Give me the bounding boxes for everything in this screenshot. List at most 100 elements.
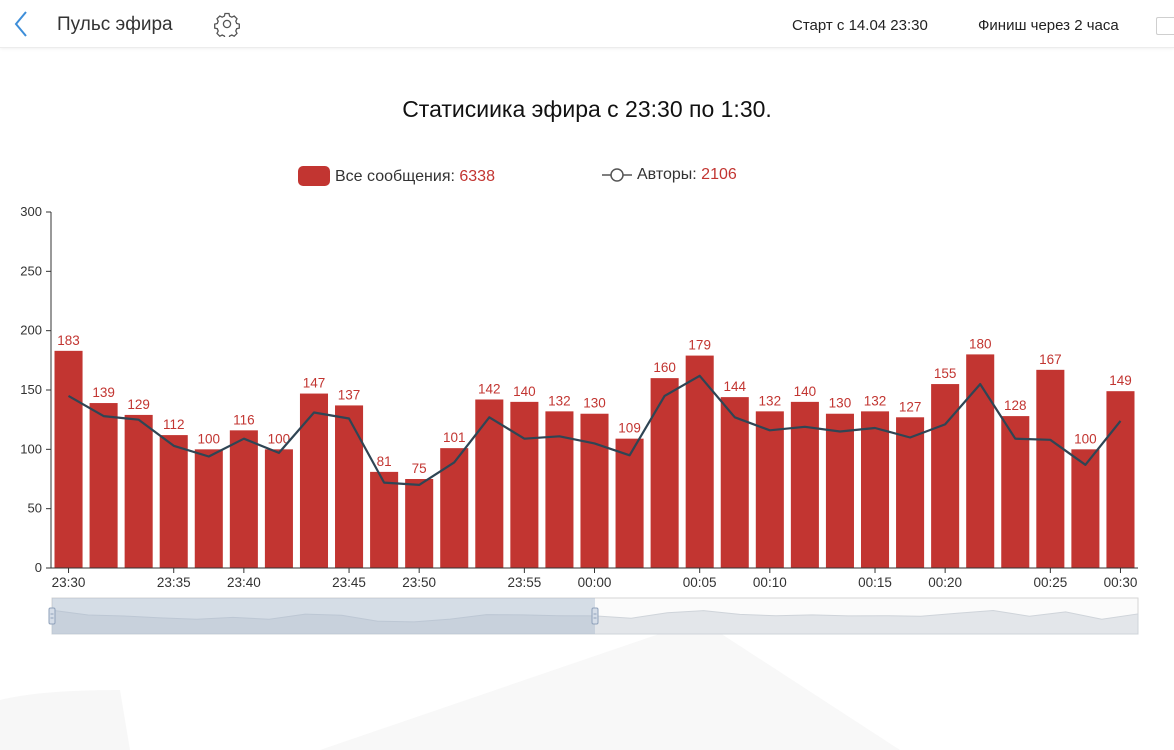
chart-bar[interactable] bbox=[194, 449, 223, 568]
x-tick-label: 00:20 bbox=[928, 575, 962, 590]
y-tick-label: 300 bbox=[20, 204, 42, 219]
bar-value-label: 129 bbox=[127, 397, 150, 412]
y-tick-label: 100 bbox=[20, 441, 42, 456]
corner-control[interactable] bbox=[1156, 17, 1174, 35]
bar-value-label: 100 bbox=[1074, 431, 1097, 446]
chart-bar[interactable] bbox=[475, 399, 504, 568]
bar-value-label: 180 bbox=[969, 336, 992, 351]
bar-value-label: 132 bbox=[864, 393, 887, 408]
chart-bar[interactable] bbox=[440, 448, 469, 568]
bar-value-label: 100 bbox=[268, 431, 291, 446]
chart-bar[interactable] bbox=[264, 449, 293, 568]
y-tick-label: 250 bbox=[20, 263, 42, 278]
chart-bar[interactable] bbox=[370, 471, 399, 568]
chart-bar[interactable] bbox=[860, 411, 890, 568]
bar-value-label: 132 bbox=[759, 393, 782, 408]
chart-bar[interactable] bbox=[650, 378, 679, 568]
x-tick-label: 23:55 bbox=[507, 575, 541, 590]
x-tick-label: 23:40 bbox=[227, 575, 261, 590]
chart-bar[interactable] bbox=[229, 430, 258, 568]
chart-bar[interactable] bbox=[510, 401, 539, 568]
bar-value-label: 109 bbox=[618, 421, 641, 436]
bar-value-label: 112 bbox=[163, 417, 185, 432]
bar-value-label: 142 bbox=[478, 381, 501, 396]
x-tick-label: 23:30 bbox=[52, 575, 86, 590]
bar-value-label: 183 bbox=[57, 333, 80, 348]
chart-bar[interactable] bbox=[54, 350, 83, 568]
chart-bar[interactable] bbox=[790, 401, 819, 568]
legend-value-authors: 2106 bbox=[701, 166, 737, 183]
chart-bar[interactable] bbox=[1071, 449, 1100, 568]
bar-value-label: 137 bbox=[338, 387, 361, 402]
bar-value-label: 128 bbox=[1004, 398, 1027, 413]
chart-bar[interactable] bbox=[159, 435, 188, 568]
settings-button[interactable] bbox=[214, 11, 240, 40]
x-tick-label: 00:15 bbox=[858, 575, 892, 590]
chart-legend: Все сообщения: 6338 Авторы: 2106 bbox=[0, 164, 1174, 192]
x-tick-label: 00:30 bbox=[1104, 575, 1138, 590]
chart-bar[interactable] bbox=[299, 393, 329, 568]
bar-value-label: 160 bbox=[653, 360, 676, 375]
zoom-handle-right[interactable] bbox=[591, 607, 599, 625]
chart-bar[interactable] bbox=[1001, 416, 1030, 568]
chevron-left-icon bbox=[14, 11, 27, 37]
bar-value-label: 144 bbox=[723, 379, 746, 394]
bar-value-label: 149 bbox=[1109, 373, 1132, 388]
back-button[interactable] bbox=[10, 9, 34, 39]
bar-value-label: 130 bbox=[829, 396, 852, 411]
legend-label-messages: Все сообщения: bbox=[335, 168, 455, 185]
app-title: Пульс эфира bbox=[57, 14, 173, 35]
gear-icon bbox=[214, 12, 240, 40]
chart-bar[interactable] bbox=[615, 438, 644, 568]
chart-bar[interactable] bbox=[685, 355, 714, 568]
chart-bar[interactable] bbox=[1106, 391, 1135, 568]
authors-series-line bbox=[67, 374, 1122, 486]
bar-value-label: 101 bbox=[443, 430, 466, 445]
x-tick-label: 00:00 bbox=[578, 575, 612, 590]
bar-value-label: 116 bbox=[233, 412, 255, 427]
chart-bar[interactable] bbox=[405, 479, 434, 568]
bar-value-label: 140 bbox=[794, 384, 817, 399]
x-tick-label: 23:50 bbox=[402, 575, 436, 590]
x-tick-label: 00:05 bbox=[683, 575, 717, 590]
bar-value-label: 130 bbox=[583, 396, 606, 411]
top-bar: Пульс эфира Старт с 14.04 23:30 Финиш че… bbox=[0, 0, 1174, 48]
chart-bar[interactable] bbox=[580, 413, 609, 568]
bar-value-label: 167 bbox=[1039, 352, 1062, 367]
y-tick-label: 0 bbox=[35, 560, 42, 575]
chart-bar[interactable] bbox=[896, 417, 925, 568]
bar-value-label: 155 bbox=[934, 366, 957, 381]
chart-bar[interactable] bbox=[755, 411, 784, 568]
legend-label-authors: Авторы: bbox=[637, 166, 697, 183]
bar-value-label: 75 bbox=[412, 461, 427, 476]
bar-swatch-icon bbox=[298, 166, 330, 186]
bar-value-label: 127 bbox=[899, 399, 922, 414]
chart-bar[interactable] bbox=[720, 397, 749, 568]
chart-bar[interactable] bbox=[335, 405, 364, 568]
bar-value-label: 81 bbox=[377, 454, 392, 469]
legend-item-authors[interactable]: Авторы: 2106 bbox=[601, 166, 737, 188]
chart-bar[interactable] bbox=[89, 403, 118, 568]
bar-value-label: 147 bbox=[303, 376, 326, 391]
bar-value-label: 139 bbox=[92, 385, 115, 400]
chart-title: Статисиика эфира с 23:30 по 1:30. bbox=[402, 96, 772, 122]
x-tick-label: 00:25 bbox=[1033, 575, 1067, 590]
bar-value-label: 100 bbox=[198, 431, 221, 446]
chart-bar[interactable] bbox=[966, 354, 995, 568]
line-swatch-icon bbox=[601, 167, 633, 188]
chart-bar[interactable] bbox=[825, 413, 854, 568]
x-tick-label: 00:10 bbox=[753, 575, 787, 590]
chart-bar[interactable] bbox=[124, 414, 153, 568]
bar-value-label: 132 bbox=[548, 393, 571, 408]
legend-item-messages[interactable]: Все сообщения: 6338 bbox=[298, 166, 495, 186]
zoom-handle-left[interactable] bbox=[48, 607, 56, 625]
finish-time-text: Финиш через 2 часа bbox=[978, 17, 1119, 34]
messages-chart: 0 50 100 150 200 250 300 183 139 129 112 100 116 100 1… bbox=[20, 204, 1139, 635]
y-tick-label: 200 bbox=[20, 323, 42, 338]
chart-bar[interactable] bbox=[1036, 369, 1065, 568]
bar-value-label: 179 bbox=[688, 338, 711, 353]
legend-value-messages: 6338 bbox=[459, 168, 495, 185]
x-tick-label: 23:35 bbox=[157, 575, 191, 590]
zoom-selected-range[interactable] bbox=[52, 598, 595, 634]
start-time-text: Старт с 14.04 23:30 bbox=[792, 17, 928, 34]
